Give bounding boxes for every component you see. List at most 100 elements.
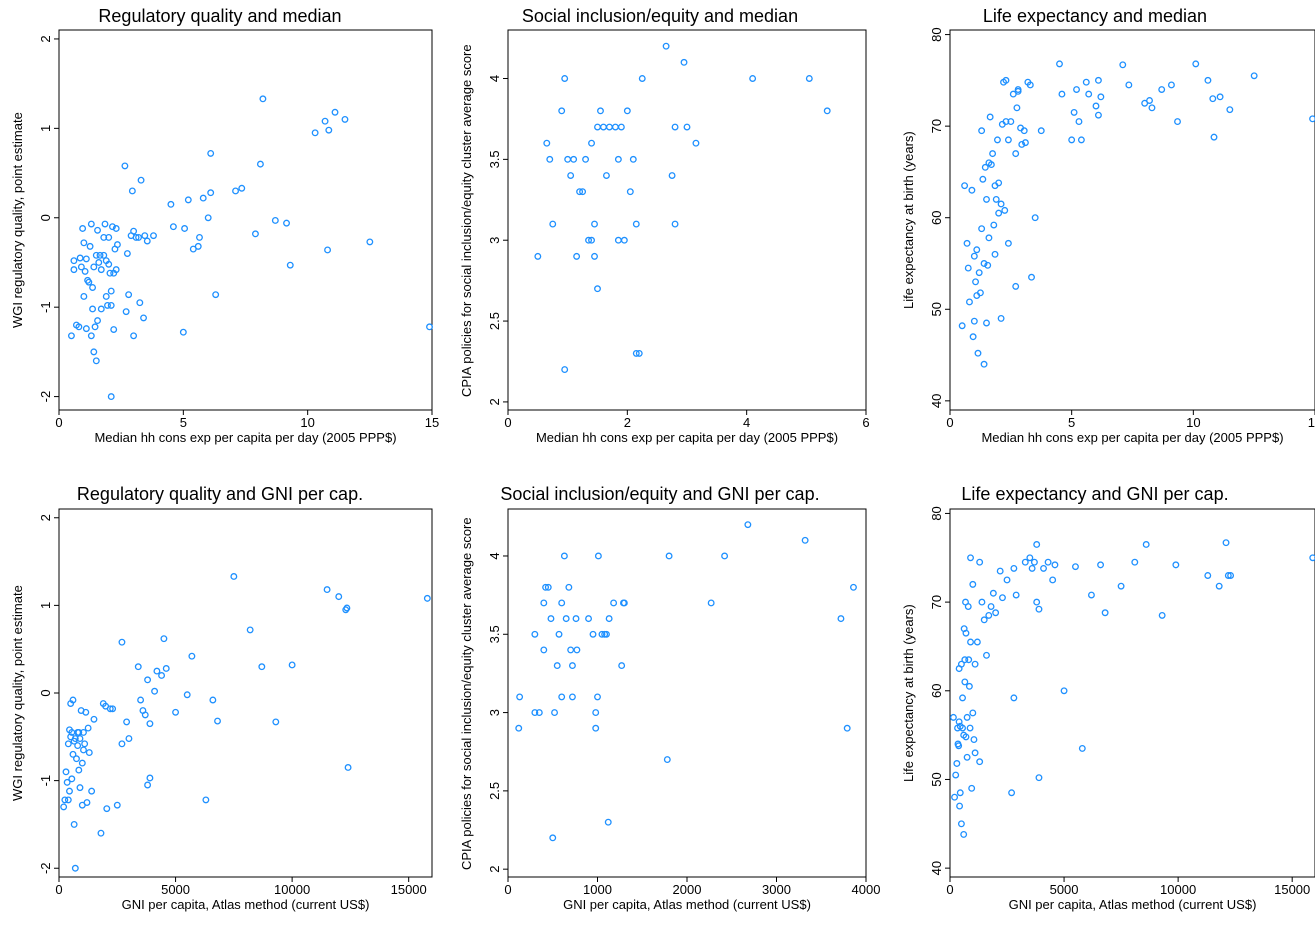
data-point <box>1021 558 1029 566</box>
data-point <box>95 259 103 266</box>
data-point <box>567 172 575 179</box>
data-point <box>122 308 130 316</box>
data-point <box>604 818 612 826</box>
x-tick-label: 15000 <box>391 882 427 897</box>
data-point <box>1224 572 1232 579</box>
data-point <box>951 793 959 801</box>
data-point <box>976 758 984 766</box>
data-point <box>1037 127 1045 135</box>
chart-plot: 0 5 10 15 -2 -1 0 1 2 <box>38 29 439 430</box>
data-point <box>970 736 978 744</box>
data-point <box>598 630 606 638</box>
data-point <box>1094 76 1102 84</box>
y-tick-label: -1 <box>38 301 53 313</box>
plot-frame <box>58 29 433 411</box>
data-point <box>105 233 113 241</box>
data-point <box>980 360 988 368</box>
data-point <box>962 733 970 741</box>
data-point <box>996 567 1004 575</box>
data-point <box>564 155 572 163</box>
data-point <box>588 236 595 244</box>
data-point <box>1085 90 1093 98</box>
data-point <box>958 322 966 330</box>
data-point <box>75 728 83 736</box>
data-point <box>600 123 607 131</box>
data-point <box>668 172 676 179</box>
data-point <box>135 233 143 241</box>
data-point <box>1058 90 1066 98</box>
data-point <box>1158 611 1166 619</box>
data-point <box>971 660 979 668</box>
data-point <box>1012 591 1020 599</box>
x-tick-label: 3000 <box>762 882 791 897</box>
data-point <box>202 796 210 804</box>
y-tick-label: 0 <box>38 214 53 221</box>
data-point <box>749 75 757 82</box>
data-point <box>184 196 192 204</box>
data-point <box>805 75 813 82</box>
data-point <box>212 291 220 299</box>
data-point <box>992 195 1000 203</box>
data-point <box>1131 558 1139 566</box>
data-point <box>546 155 554 163</box>
data-point <box>84 724 92 732</box>
data-point <box>1094 111 1102 119</box>
chart-panel-regulatory-gni: Regulatory quality and GNI per cap. 0 500… <box>0 467 440 935</box>
data-point <box>983 319 990 327</box>
data-point <box>181 225 189 232</box>
data-point <box>594 552 602 560</box>
x-tick-label: 5000 <box>1050 882 1079 897</box>
data-point <box>62 768 70 776</box>
x-tick-label: 5 <box>180 415 187 430</box>
data-point <box>976 289 984 297</box>
data-point <box>366 238 374 246</box>
data-point <box>1004 239 1012 247</box>
x-tick-label: 2 <box>624 415 631 430</box>
y-axis-label: Life expectancy at birth (years) <box>901 604 916 782</box>
data-point <box>1010 564 1018 572</box>
data-point <box>972 278 979 286</box>
data-point <box>1226 106 1234 114</box>
data-point <box>801 536 809 544</box>
x-tick-label: 2000 <box>673 882 702 897</box>
data-point <box>150 232 157 240</box>
data-point <box>106 705 114 713</box>
data-point <box>955 718 963 726</box>
data-point <box>1204 572 1212 579</box>
x-axis-label: GNI per capita, Atlas method (current US… <box>1008 897 1257 912</box>
data-point <box>662 42 670 50</box>
y-tick-label: 4 <box>487 552 502 559</box>
data-point <box>75 323 83 331</box>
data-point <box>1012 150 1020 158</box>
data-point <box>207 149 215 157</box>
data-point <box>1001 206 1009 214</box>
data-point <box>207 189 215 197</box>
data-point <box>125 735 133 743</box>
data-point <box>151 687 159 695</box>
data-point <box>983 195 990 203</box>
data-point <box>962 629 970 637</box>
data-point <box>335 593 343 601</box>
data-point <box>589 630 597 638</box>
data-point <box>137 176 145 184</box>
data-point <box>594 693 601 701</box>
data-point <box>1167 81 1175 89</box>
data-point <box>949 713 957 721</box>
data-point <box>1146 97 1153 104</box>
data-point <box>118 740 126 748</box>
y-tick-label: 2 <box>38 514 53 521</box>
data-point <box>973 246 981 254</box>
data-point <box>997 200 1005 208</box>
data-point <box>71 735 79 743</box>
data-point <box>534 252 542 260</box>
data-point <box>1101 609 1109 617</box>
data-point <box>172 708 180 716</box>
x-tick-label: 0 <box>946 415 953 430</box>
data-point <box>189 245 197 253</box>
data-point <box>1192 60 1200 68</box>
data-point <box>542 583 550 591</box>
data-point <box>79 225 87 232</box>
data-point <box>1026 81 1034 89</box>
data-point <box>96 251 104 259</box>
y-axis-label: CPIA policies for social inclusion/equit… <box>459 43 474 397</box>
